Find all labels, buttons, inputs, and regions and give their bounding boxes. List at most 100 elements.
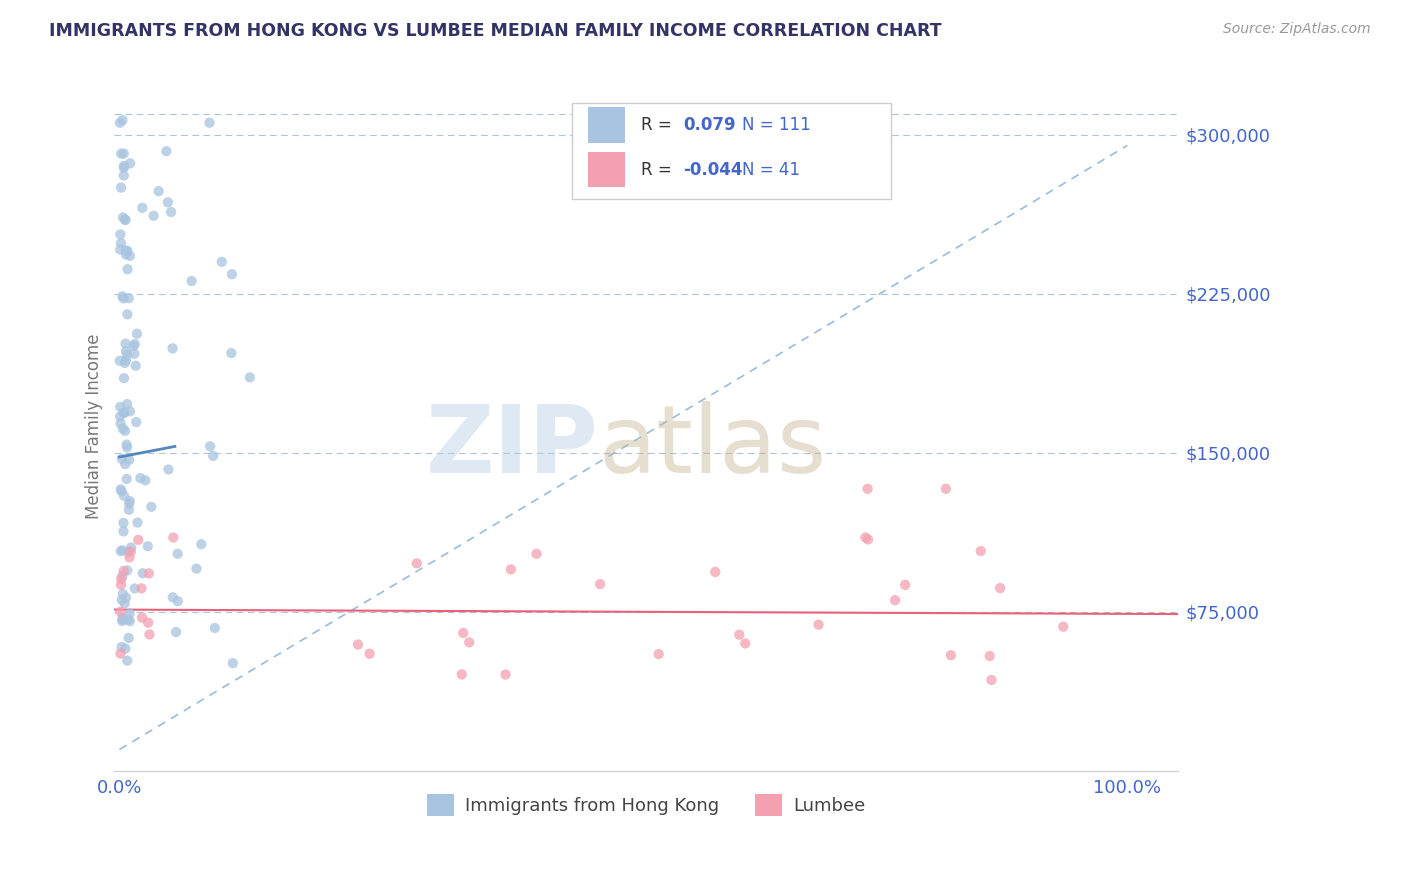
Y-axis label: Median Family Income: Median Family Income — [86, 334, 103, 519]
Point — [526, 547, 548, 561]
Point — [211, 255, 233, 269]
Point — [114, 212, 136, 227]
Point — [239, 370, 262, 384]
Text: 0.079: 0.079 — [683, 116, 735, 134]
Point — [405, 557, 427, 571]
Point — [114, 213, 136, 227]
Point — [728, 628, 751, 642]
Point — [111, 593, 134, 607]
Point — [110, 605, 132, 619]
Point — [134, 474, 156, 488]
Point — [131, 201, 153, 215]
Point — [112, 406, 135, 420]
Point — [115, 397, 138, 411]
Point — [118, 404, 141, 418]
Point — [142, 209, 165, 223]
Point — [112, 371, 135, 385]
Point — [202, 449, 225, 463]
Point — [118, 502, 141, 516]
Point — [114, 641, 136, 656]
Point — [112, 159, 135, 173]
Point — [180, 274, 202, 288]
Point — [115, 244, 138, 258]
Point — [115, 437, 138, 451]
Point — [204, 621, 226, 635]
Point — [120, 544, 142, 558]
Point — [114, 457, 136, 471]
FancyBboxPatch shape — [588, 152, 624, 187]
Point — [118, 614, 141, 628]
Point — [495, 667, 517, 681]
Point — [111, 587, 134, 601]
Point — [117, 654, 139, 668]
Point — [198, 439, 221, 453]
Point — [988, 581, 1011, 595]
Point — [734, 636, 756, 650]
Point — [118, 631, 141, 645]
Point — [115, 591, 138, 605]
Point — [450, 667, 472, 681]
Point — [222, 657, 245, 671]
Point — [110, 236, 132, 251]
Text: N = 41: N = 41 — [742, 161, 800, 178]
Point — [115, 472, 138, 486]
Point — [166, 594, 188, 608]
Point — [127, 516, 149, 530]
Point — [347, 638, 370, 652]
Text: Source: ZipAtlas.com: Source: ZipAtlas.com — [1223, 22, 1371, 37]
Point — [186, 561, 208, 575]
Point — [980, 673, 1002, 687]
Point — [136, 615, 159, 630]
Point — [117, 244, 139, 258]
Point — [108, 116, 131, 130]
Point — [120, 541, 142, 555]
Point — [112, 146, 135, 161]
Point — [124, 582, 146, 596]
Point — [856, 482, 879, 496]
Point — [115, 344, 138, 359]
Point — [108, 409, 131, 424]
Point — [114, 336, 136, 351]
Point — [111, 614, 134, 628]
Point — [131, 582, 153, 596]
Point — [136, 539, 159, 553]
Point — [221, 346, 243, 360]
Point — [165, 625, 187, 640]
Point — [112, 406, 135, 420]
Point — [110, 484, 132, 499]
Point — [129, 471, 152, 485]
Point — [939, 648, 962, 663]
Point — [120, 156, 142, 170]
Point — [894, 578, 917, 592]
Point — [111, 451, 134, 466]
Point — [453, 626, 475, 640]
Point — [124, 337, 146, 351]
Point — [112, 564, 135, 578]
Point — [117, 613, 139, 627]
Point — [125, 415, 148, 429]
Point — [111, 422, 134, 436]
Text: N = 111: N = 111 — [742, 116, 810, 134]
Point — [112, 169, 135, 183]
Point — [118, 452, 141, 467]
Point — [118, 497, 141, 511]
Point — [190, 537, 212, 551]
Point — [970, 544, 993, 558]
Point — [111, 289, 134, 303]
Point — [112, 489, 135, 503]
Point — [138, 627, 160, 641]
Point — [125, 326, 148, 341]
Point — [118, 249, 141, 263]
Point — [704, 565, 727, 579]
Point — [110, 647, 132, 661]
Point — [131, 610, 153, 624]
Point — [110, 572, 132, 586]
Point — [156, 195, 179, 210]
Legend: Immigrants from Hong Kong, Lumbee: Immigrants from Hong Kong, Lumbee — [419, 787, 872, 823]
Point — [647, 647, 669, 661]
Point — [117, 545, 139, 559]
Point — [117, 307, 139, 321]
Point — [1052, 620, 1074, 634]
Point — [114, 356, 136, 370]
Point — [221, 267, 243, 281]
